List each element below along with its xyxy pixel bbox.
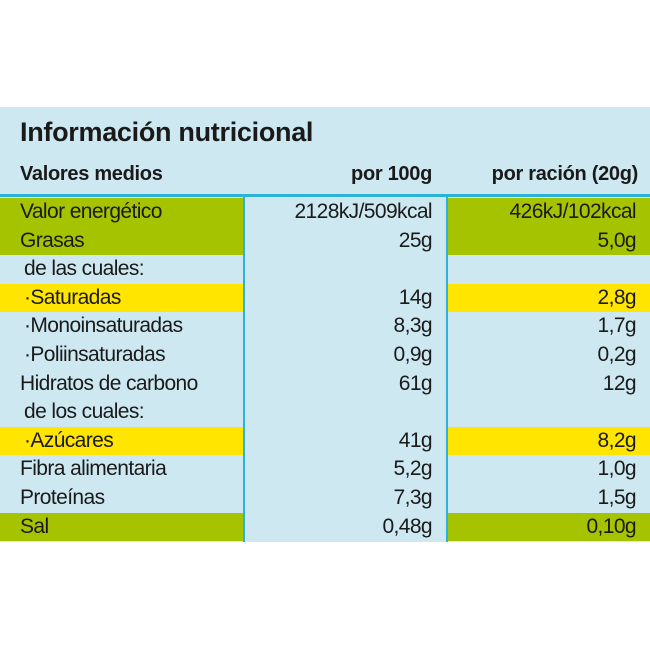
- value-per-serving: 8,2g: [597, 428, 637, 452]
- column-divider: [243, 197, 245, 542]
- row-highlight: [0, 512, 243, 542]
- nutrition-rows: Valor energético 2128kJ/509kcal 426kJ/102k…: [0, 198, 650, 542]
- nutrient-label: de los cuales:: [24, 400, 145, 424]
- row-highlight: [448, 426, 650, 456]
- header-per-serving: por ración (20g): [491, 163, 639, 185]
- nutrient-label: Sal: [20, 514, 49, 538]
- row-highlight: [448, 255, 650, 284]
- row-highlight: [0, 283, 243, 313]
- value-per-serving: 2,8g: [597, 285, 637, 309]
- value-per-100g: 41g: [398, 428, 433, 452]
- nutrition-title: Información nutricional: [20, 117, 314, 147]
- header-values-label: Valores medios: [20, 163, 163, 185]
- row-highlight: [448, 198, 650, 227]
- nutrient-label: ·Azúcares: [24, 428, 114, 452]
- nutrient-label: ·Saturadas: [24, 285, 121, 309]
- value-per-100g: 8,3g: [393, 314, 433, 338]
- nutrient-label: ·Monoinsaturadas: [24, 314, 183, 338]
- nutrient-label: ·Poliinsaturadas: [24, 342, 166, 366]
- value-per-serving: 0,2g: [597, 342, 637, 366]
- value-per-serving: 426kJ/102kcal: [509, 200, 637, 223]
- nutrition-row: ·Saturadas 14g 2,8g: [0, 283, 650, 313]
- row-highlight: [0, 226, 243, 256]
- nutrient-label: Fibra alimentaria: [20, 457, 167, 481]
- value-per-serving: 5,0g: [597, 228, 637, 252]
- value-per-100g: 2128kJ/509kcal: [294, 200, 432, 223]
- nutrition-row: Sal 0,48g 0,10g: [0, 512, 650, 542]
- row-highlight: [448, 512, 650, 542]
- nutrition-row: de los cuales:: [0, 398, 650, 427]
- nutrition-row: Fibra alimentaria 5,2g 1,0g: [0, 455, 650, 484]
- value-per-serving: 1,0g: [597, 457, 637, 481]
- row-highlight: [448, 398, 650, 427]
- nutrient-label: Valor energético: [20, 200, 162, 223]
- row-highlight: [448, 226, 650, 256]
- nutrition-panel: Información nutricional Valores medios p…: [0, 107, 650, 542]
- value-per-100g: 0,9g: [393, 342, 433, 366]
- row-highlight: [0, 198, 243, 227]
- nutrition-row: Hidratos de carbono 61g 12g: [0, 370, 650, 399]
- nutrient-label: Grasas: [20, 228, 85, 252]
- nutrition-row: Valor energético 2128kJ/509kcal 426kJ/102k…: [0, 198, 650, 227]
- value-per-serving: 1,5g: [597, 485, 637, 509]
- row-highlight: [0, 426, 243, 456]
- header-divider: [0, 194, 650, 197]
- value-per-100g: 7,3g: [393, 485, 433, 509]
- nutrition-row: ·Poliinsaturadas 0,9g 0,2g: [0, 341, 650, 370]
- nutrient-label: Proteínas: [20, 485, 105, 509]
- value-per-100g: 5,2g: [393, 457, 433, 481]
- value-per-serving: 12g: [602, 371, 637, 395]
- nutrition-row: ·Azúcares 41g 8,2g: [0, 426, 650, 456]
- value-per-100g: 25g: [398, 228, 433, 252]
- value-per-serving: 1,7g: [597, 314, 637, 338]
- nutrition-row: ·Monoinsaturadas 8,3g 1,7g: [0, 312, 650, 341]
- nutrition-row: Grasas 25g 5,0g: [0, 226, 650, 256]
- value-per-serving: 0,10g: [586, 514, 636, 538]
- nutrient-label: Hidratos de carbono: [20, 371, 198, 395]
- value-per-100g: 61g: [398, 371, 433, 395]
- header-per-100g: por 100g: [351, 163, 432, 185]
- row-highlight: [448, 283, 650, 313]
- column-divider: [446, 197, 448, 542]
- nutrient-label: de las cuales:: [24, 257, 145, 281]
- nutrition-row: Proteínas 7,3g 1,5g: [0, 484, 650, 513]
- nutrition-row: de las cuales:: [0, 255, 650, 284]
- value-per-100g: 0,48g: [382, 514, 432, 538]
- value-per-100g: 14g: [398, 285, 433, 309]
